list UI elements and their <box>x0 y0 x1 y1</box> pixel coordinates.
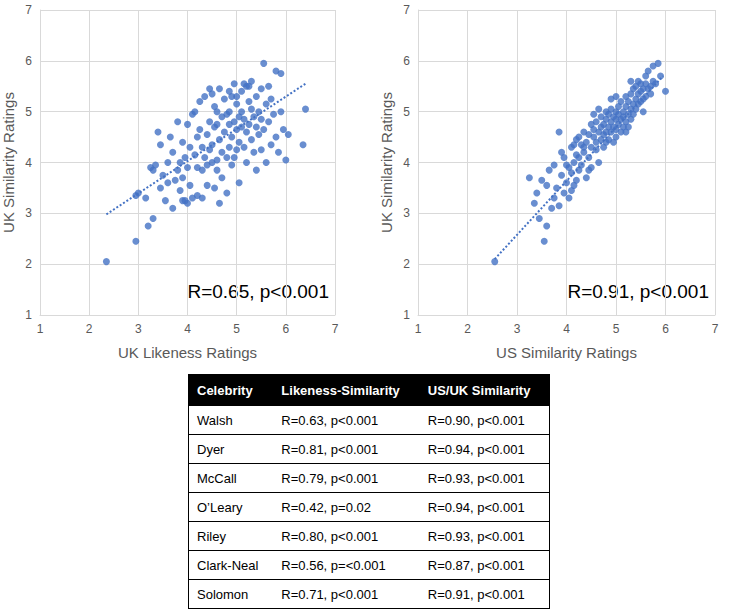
svg-text:1: 1 <box>25 308 32 322</box>
html-text:R=0.94, p<0.001: R=0.94, p<0.001 <box>427 441 525 457</box>
svg-text:3: 3 <box>403 206 410 220</box>
html-text:Celebrity: Celebrity <box>197 382 253 398</box>
html-text:R=0.90, p<0.001: R=0.90, p<0.001 <box>427 412 525 428</box>
svg-text:6: 6 <box>662 322 669 336</box>
html-text:Solomon: Solomon <box>197 586 249 602</box>
html-text:R=0.91, p<0.001: R=0.91, p<0.001 <box>427 586 525 602</box>
svg-text:2: 2 <box>86 322 93 336</box>
html-text:US/UK Similarity: US/UK Similarity <box>427 382 531 398</box>
svg-text:UK Likeness Ratings: UK Likeness Ratings <box>118 344 257 361</box>
svg-text:5: 5 <box>613 322 620 336</box>
svg-text:7: 7 <box>25 3 32 17</box>
svg-text:3: 3 <box>25 206 32 220</box>
svg-text:3: 3 <box>135 322 142 336</box>
html-text:R=0.87, p<0.001: R=0.87, p<0.001 <box>427 557 525 573</box>
svg-text:1: 1 <box>403 308 410 322</box>
svg-text:R=0.65, p<0.001: R=0.65, p<0.001 <box>187 281 329 302</box>
svg-text:7: 7 <box>712 322 719 336</box>
html-text:R=0.93, p<0.001: R=0.93, p<0.001 <box>427 528 525 544</box>
svg-text:7: 7 <box>332 322 339 336</box>
html-text:R=0.81, p<0.001: R=0.81, p<0.001 <box>281 441 379 457</box>
svg-text:3: 3 <box>514 322 521 336</box>
svg-text:6: 6 <box>282 322 289 336</box>
svg-text:2: 2 <box>464 322 471 336</box>
html-text:R=0.71, p<0.001: R=0.71, p<0.001 <box>281 586 379 602</box>
svg-text:2: 2 <box>25 257 32 271</box>
svg-text:5: 5 <box>403 105 410 119</box>
html-text:R=0.80, p<0.001: R=0.80, p<0.001 <box>281 528 379 544</box>
svg-text:US Similarity Ratings: US Similarity Ratings <box>496 344 637 361</box>
html-text:Dyer: Dyer <box>197 441 225 457</box>
html-text:R=0.63, p<0.001: R=0.63, p<0.001 <box>281 412 379 428</box>
html-text:Clark-Neal: Clark-Neal <box>197 557 259 573</box>
html-text:R=0.56, p=<0.001: R=0.56, p=<0.001 <box>281 557 386 573</box>
svg-text:4: 4 <box>403 156 410 170</box>
html-text:McCall: McCall <box>197 470 237 486</box>
svg-text:7: 7 <box>403 3 410 17</box>
html-text:R=0.94, p<0.001: R=0.94, p<0.001 <box>427 499 525 515</box>
svg-text:R=0.91, p<0.001: R=0.91, p<0.001 <box>567 281 709 302</box>
html-text:Riley: Riley <box>197 528 226 544</box>
svg-text:2: 2 <box>403 257 410 271</box>
svg-text:UK Similarity Ratings: UK Similarity Ratings <box>0 92 17 233</box>
svg-text:5: 5 <box>25 105 32 119</box>
svg-text:1: 1 <box>415 322 422 336</box>
svg-text:4: 4 <box>563 322 570 336</box>
svg-text:1: 1 <box>37 322 44 336</box>
html-text:R=0.93, p<0.001: R=0.93, p<0.001 <box>427 470 525 486</box>
svg-text:6: 6 <box>25 54 32 68</box>
svg-text:UK Similarity Ratings: UK Similarity Ratings <box>378 92 395 233</box>
svg-text:4: 4 <box>25 156 32 170</box>
svg-text:6: 6 <box>403 54 410 68</box>
html-text:R=0.79, p<0.001: R=0.79, p<0.001 <box>281 470 379 486</box>
svg-text:4: 4 <box>184 322 191 336</box>
html-text:R=0.42, p=0.02: R=0.42, p=0.02 <box>281 499 371 515</box>
html-text:Likeness-Similarity: Likeness-Similarity <box>281 382 400 398</box>
svg-text:5: 5 <box>233 322 240 336</box>
html-text:O’Leary: O’Leary <box>197 499 243 515</box>
html-text:Walsh: Walsh <box>197 412 233 428</box>
